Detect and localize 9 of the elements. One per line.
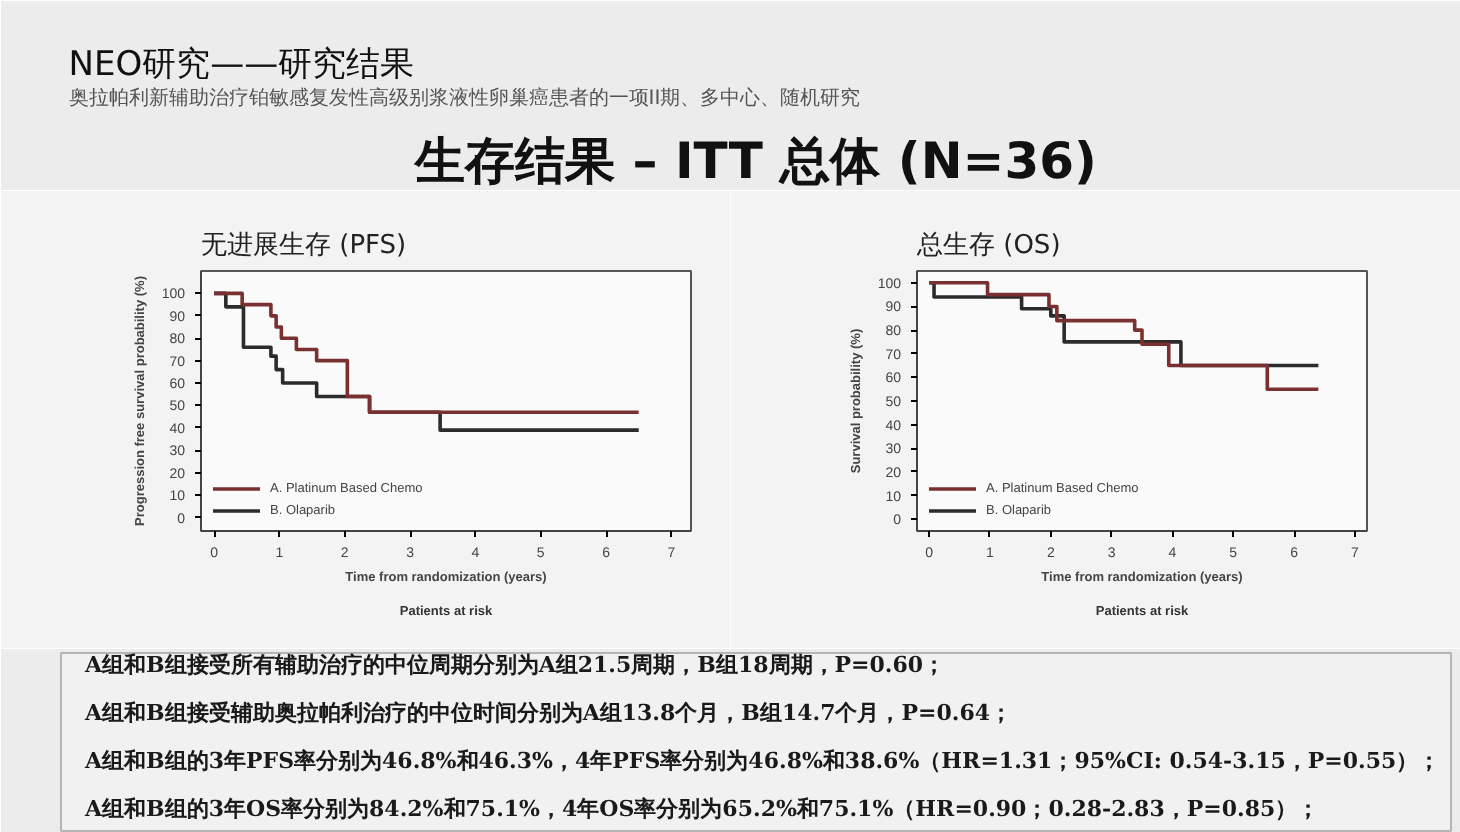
text: A组和B组的3年OS率分别为84.2%和75.1%，4年OS率分别为65.2%和75.1%（HR=0.90；0.28-2.83，P=0.85）； [83, 796, 1320, 822]
text: NEO研究——研究结果 [68, 45, 415, 85]
text: 奥拉帕利新辅助治疗铂敏感复发性高级别浆液性卵巢癌患者的一项II期、多中心、随机研究 [68, 86, 861, 110]
text: A组和B组接受辅助奥拉帕利治疗的中位时间分别为A组13.8个月，B组14.7个月，P=0.64； [83, 700, 1013, 726]
text: A组和B组的3年PFS率分别为46.8%和46.3%，4年PFS率分别为46.8%和38.6%（HR=1.31；95%CI: 0.54-3.15，P=0.55）； [83, 748, 1441, 774]
chart-title: 无进展生存 (PFS) [201, 231, 407, 261]
text: 生存结果 – ITT 总体 (N=36) [413, 132, 1097, 190]
chart-title: 总生存 (OS) [915, 231, 1061, 261]
text: A组和B组接受所有辅助治疗的中位周期分别为A组21.5周期，B组18周期，P=0.60； [83, 652, 946, 678]
